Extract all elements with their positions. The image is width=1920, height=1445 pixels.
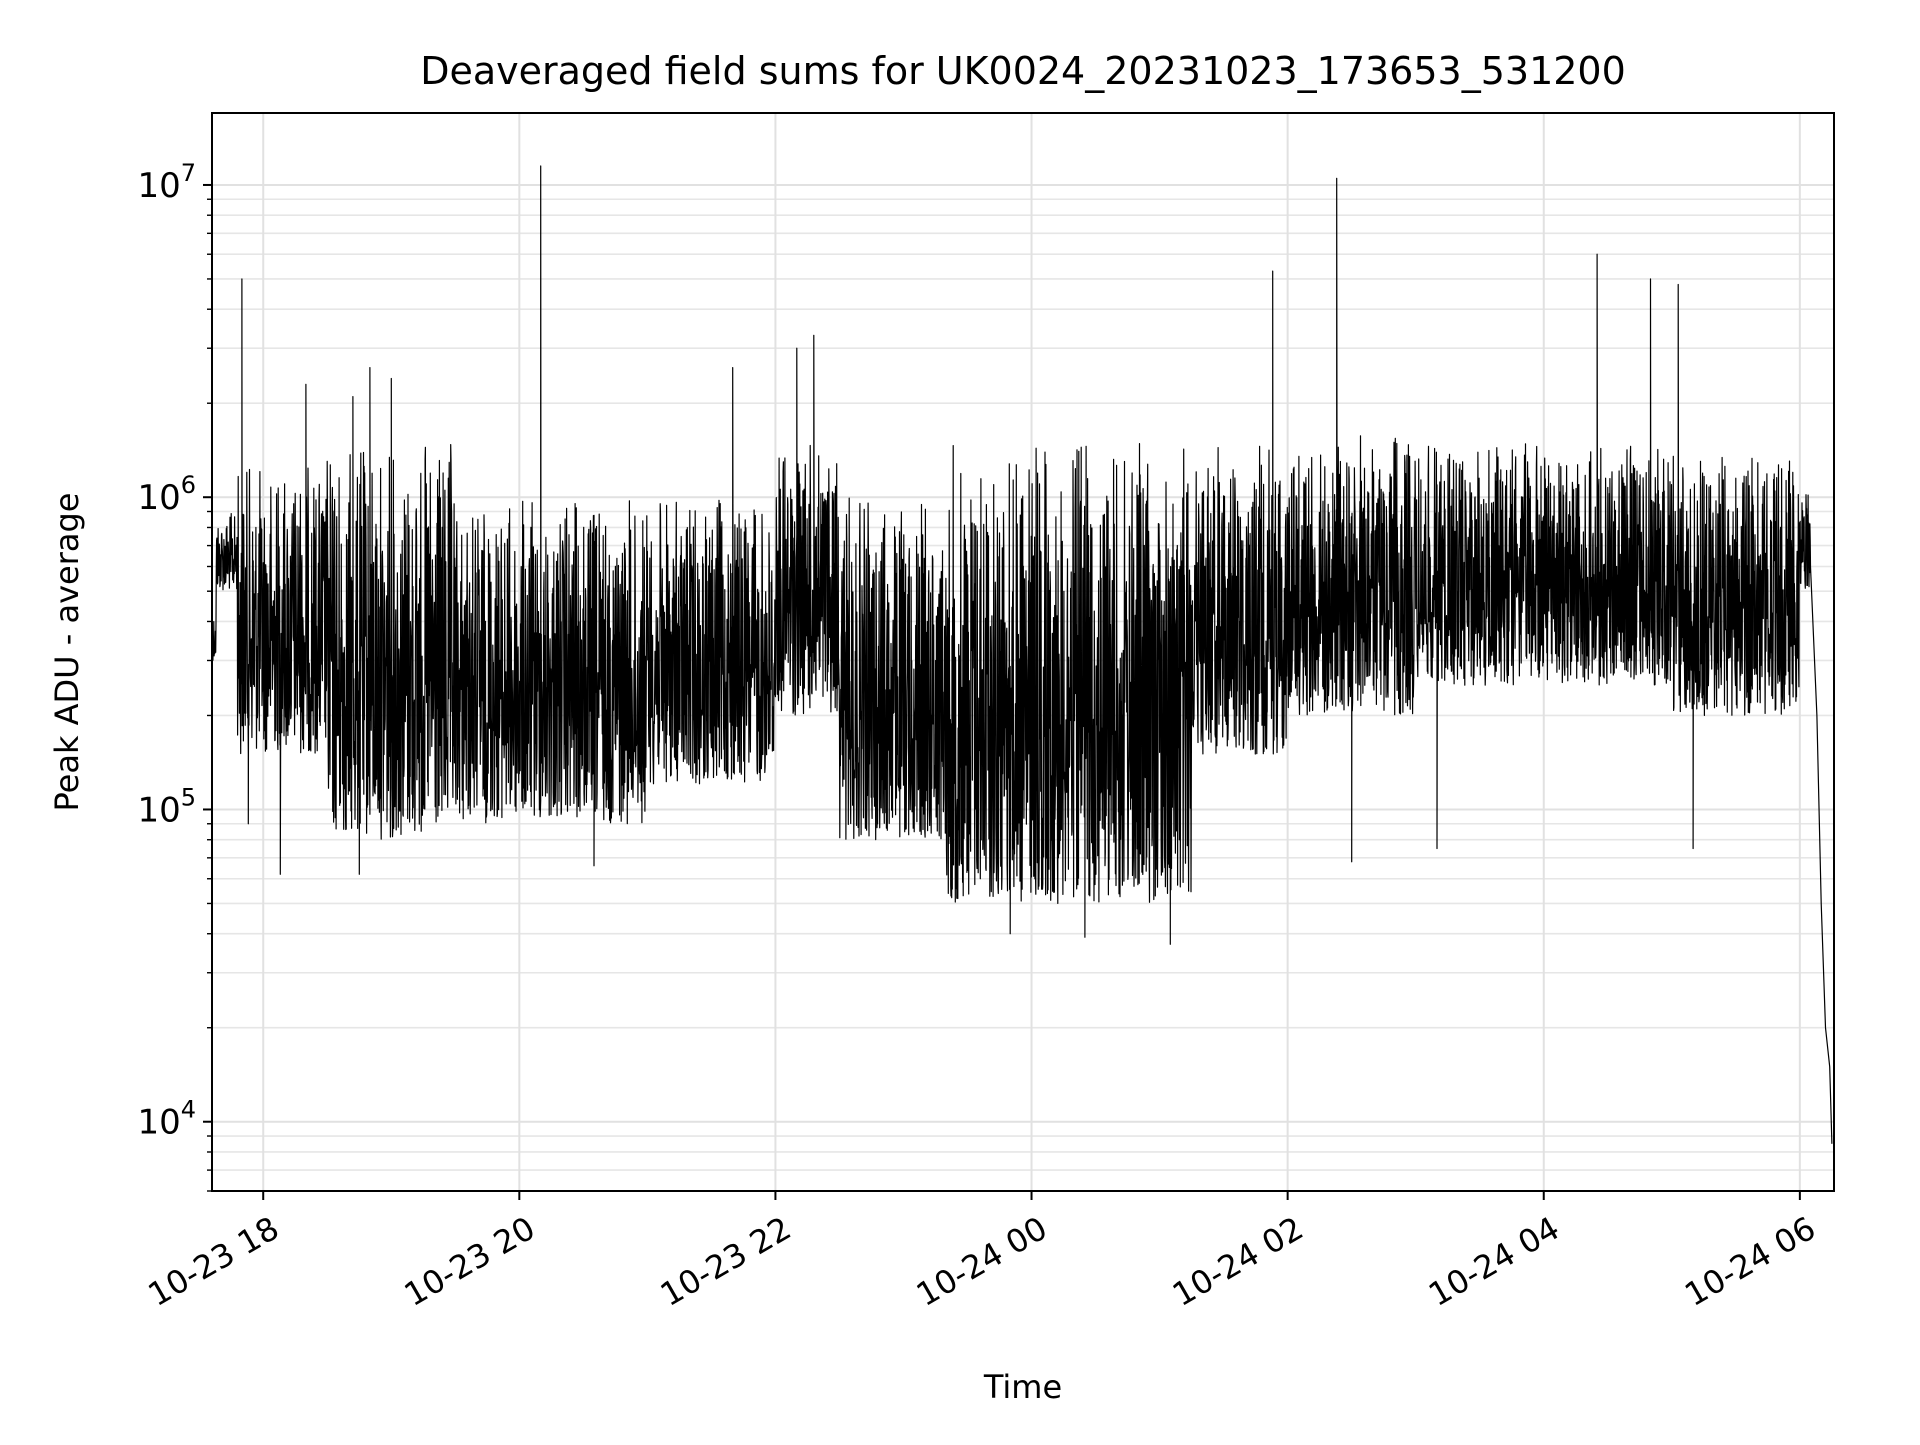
y-tick-label: 104 xyxy=(137,1096,196,1143)
series-layer xyxy=(211,165,1833,1144)
y-axis-label: Peak ADU - average xyxy=(48,493,86,812)
chart-title: Deaveraged field sums for UK0024_2023102… xyxy=(420,49,1626,93)
y-tick-label: 106 xyxy=(137,471,196,518)
y-tick-label: 105 xyxy=(137,783,196,830)
y-tick-label: 107 xyxy=(137,159,196,206)
x-axis-label: Time xyxy=(983,1368,1062,1406)
series-line xyxy=(211,165,1833,1144)
plot-frame xyxy=(211,112,1835,1192)
